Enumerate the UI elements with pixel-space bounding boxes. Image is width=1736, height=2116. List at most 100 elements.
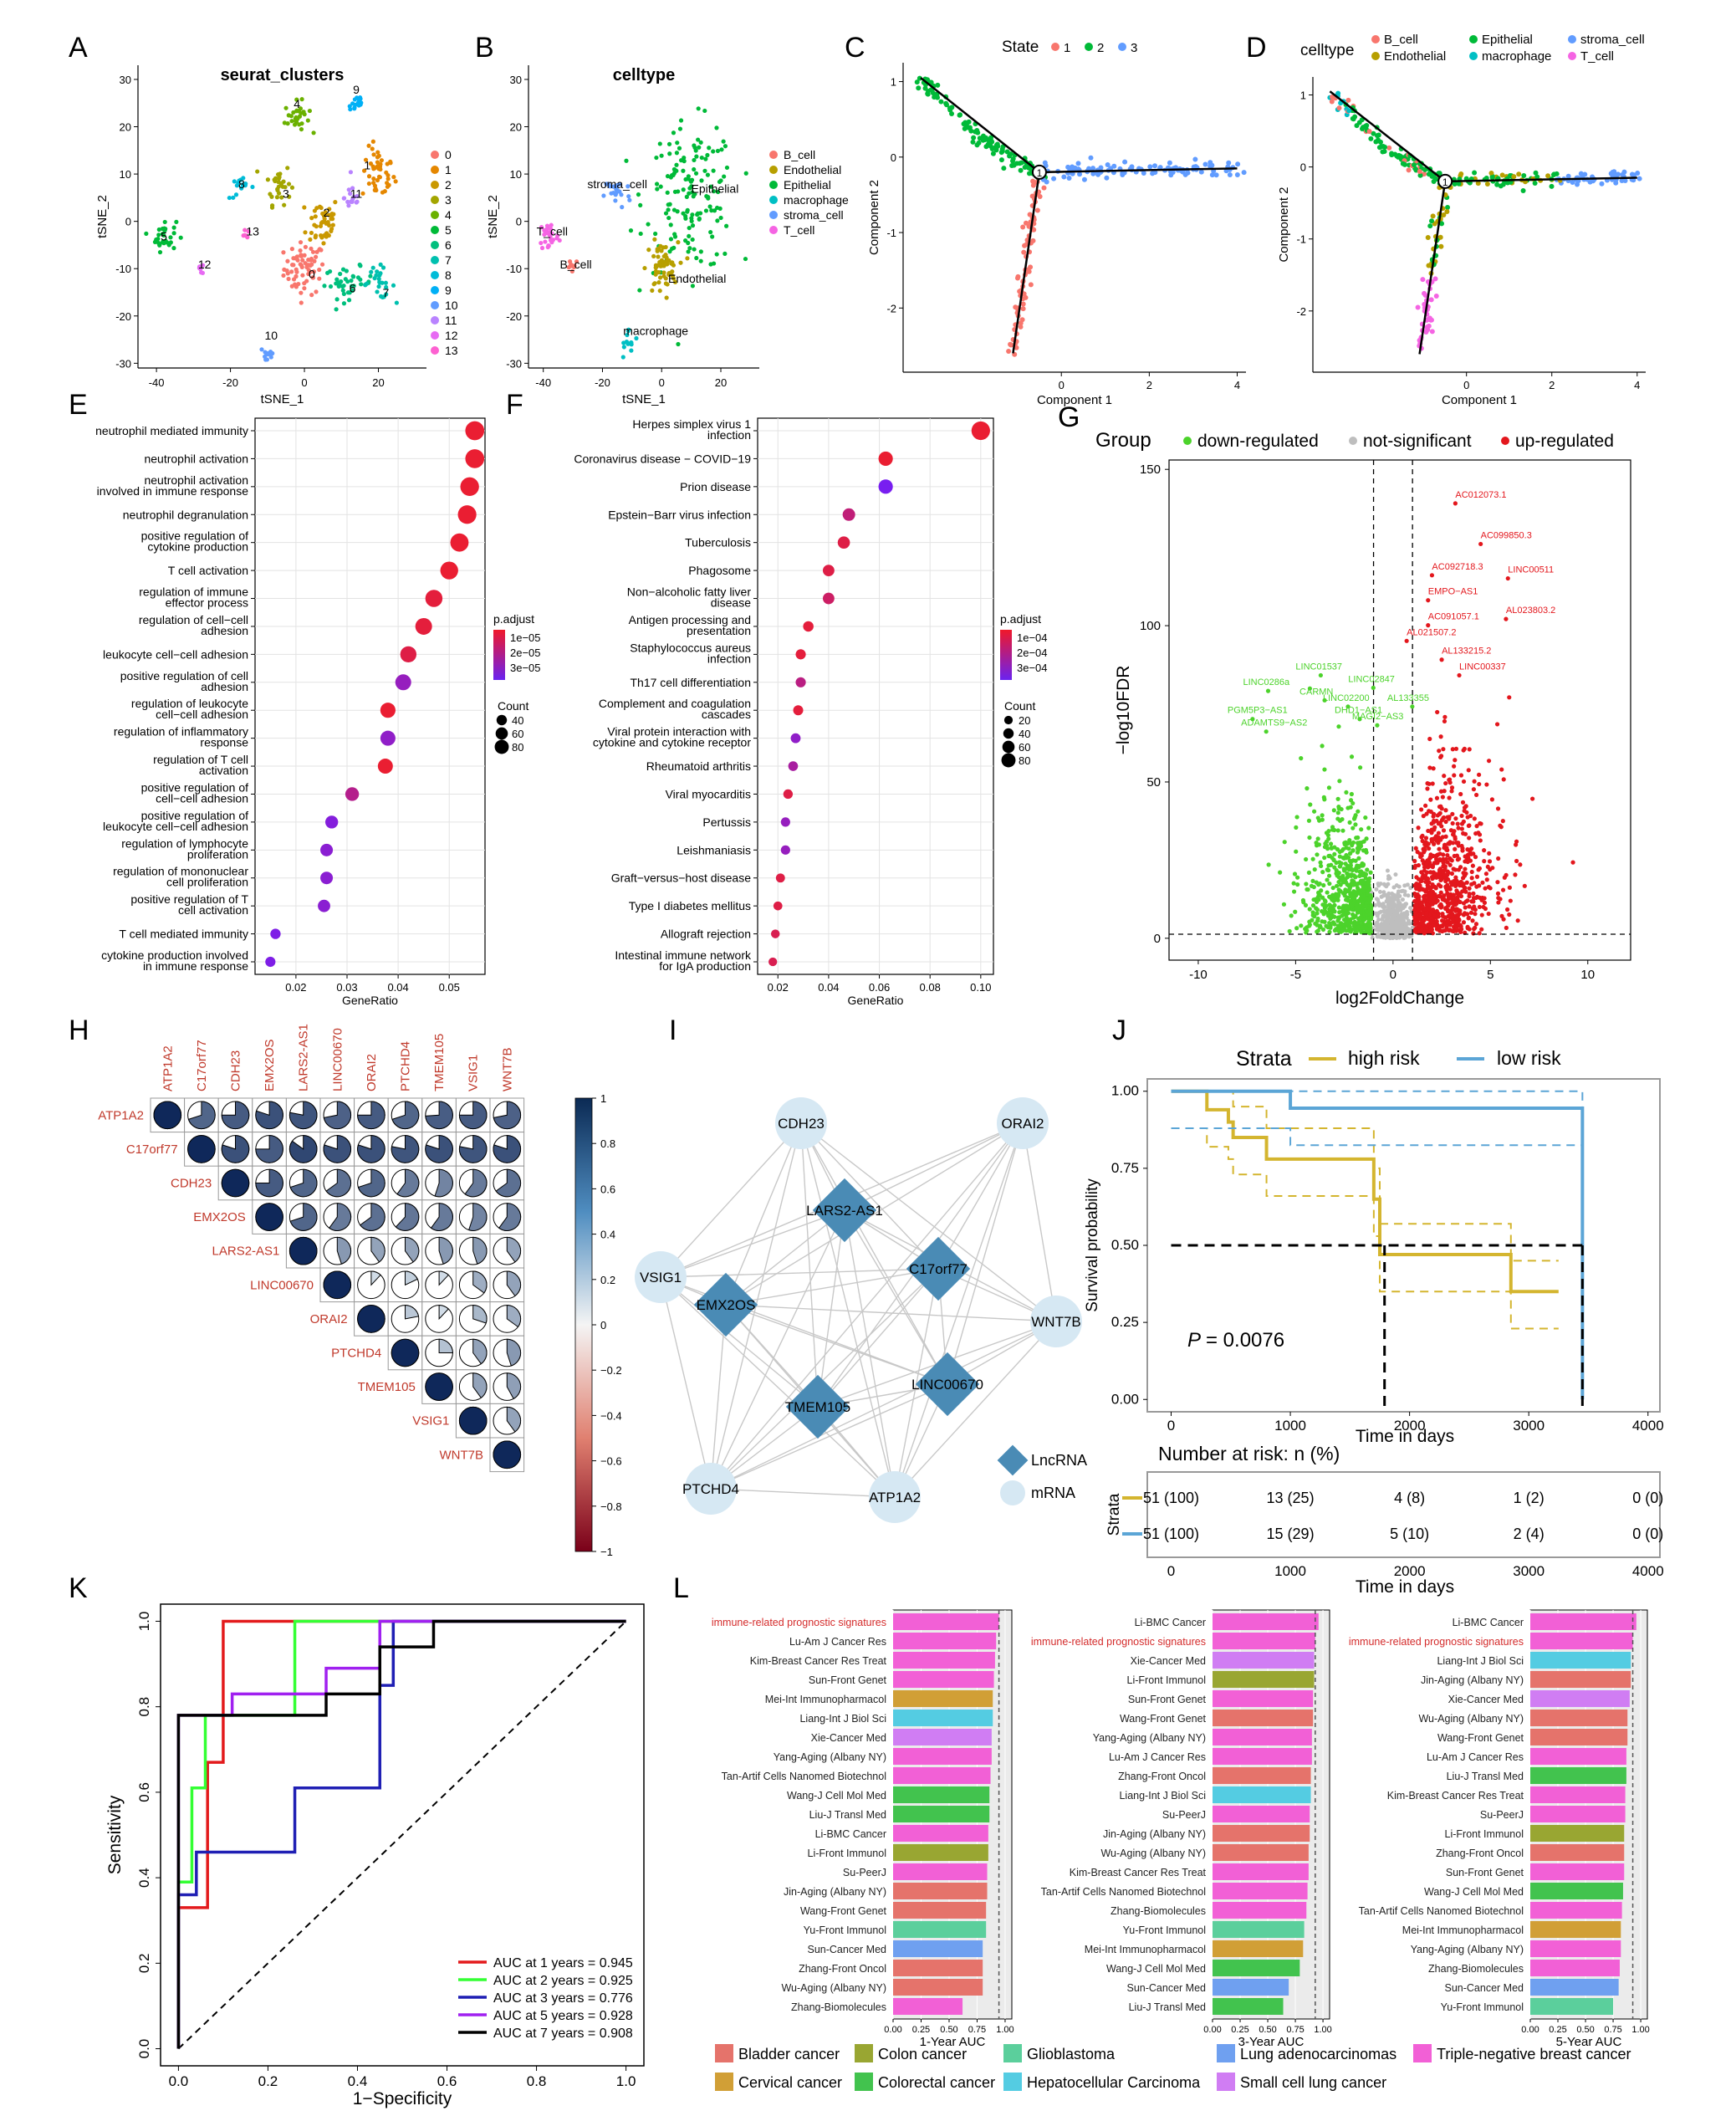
gene-point xyxy=(1434,919,1439,924)
dot xyxy=(425,590,443,607)
gene-point xyxy=(1478,838,1483,843)
x-axis-label: 1-Year AUC xyxy=(920,2035,986,2049)
node-label: LARS2-AS1 xyxy=(806,1203,883,1219)
cell-point xyxy=(348,191,353,197)
gene-point xyxy=(1423,840,1429,845)
y-tick-label: -2 xyxy=(1296,305,1306,318)
bar xyxy=(1213,1825,1310,1842)
gene-point xyxy=(1315,836,1320,841)
bar-label: Wang-J Cell Mol Med xyxy=(787,1790,886,1802)
cell-point xyxy=(571,264,577,270)
pie-slice xyxy=(329,1203,352,1231)
legend-label: macrophage xyxy=(784,193,849,207)
legend-label: 9 xyxy=(445,284,452,297)
bar-label: Zhang-Biomolecules xyxy=(1111,1905,1206,1917)
gene-column-label: EMX2OS xyxy=(263,1039,277,1091)
gene-point xyxy=(1347,820,1352,825)
legend-label: 3 xyxy=(445,193,452,207)
y-tick-label: 0.0 xyxy=(136,2039,152,2059)
cell-point xyxy=(1028,282,1034,288)
size-key xyxy=(1002,740,1015,754)
cell-point xyxy=(1020,224,1026,230)
gene-point xyxy=(1335,871,1340,876)
y-tick-label: 0 xyxy=(1154,932,1161,946)
gene-point xyxy=(1437,810,1442,815)
panel-I: CDH23 ORAI2LARS2-AS1C17orf77VSIG1EMX2OSWN… xyxy=(635,1097,1087,1523)
gene-point xyxy=(1490,866,1495,871)
network-edge xyxy=(710,1383,948,1490)
x-tick-label: 0.25 xyxy=(1549,2025,1566,2035)
cell-point xyxy=(682,155,687,161)
gene-point xyxy=(1332,865,1337,870)
gene-point xyxy=(1342,893,1347,898)
cell-point xyxy=(703,208,709,213)
cell-point xyxy=(916,85,922,91)
x-tick-label: 0.02 xyxy=(285,981,306,994)
risk-table-value: 0 (0) xyxy=(1632,1490,1663,1506)
cell-point xyxy=(319,221,324,226)
gene-point xyxy=(1412,911,1417,916)
size-key xyxy=(1001,753,1016,768)
gene-point xyxy=(1453,836,1458,841)
gene-point xyxy=(1437,846,1442,851)
cell-point xyxy=(642,265,647,271)
y-tick-label: 150 xyxy=(1140,463,1161,477)
cell-point xyxy=(667,202,672,207)
cell-point xyxy=(1424,325,1430,330)
gene-point xyxy=(1341,922,1346,927)
cell-point xyxy=(1483,175,1489,181)
legend-label: 10 xyxy=(445,299,458,312)
cell-point xyxy=(668,271,673,276)
gene-point xyxy=(1355,850,1361,855)
gene-point xyxy=(1453,897,1458,902)
cell-point xyxy=(1351,116,1356,122)
gene-point xyxy=(1322,911,1327,916)
legend-label: 13 xyxy=(445,344,458,357)
gene-point xyxy=(1374,887,1379,892)
cell-point xyxy=(988,143,993,149)
gene-point xyxy=(1487,859,1493,864)
cell-point xyxy=(716,189,721,195)
cell-point xyxy=(1575,181,1580,187)
cell-point xyxy=(1494,181,1500,187)
cell-point xyxy=(988,138,994,144)
cell-point xyxy=(539,245,545,251)
pie-slice xyxy=(493,1101,522,1130)
gene-point xyxy=(1473,895,1478,901)
gene-point xyxy=(1437,754,1443,760)
legend-label: Colorectal cancer xyxy=(878,2074,995,2091)
bar-label: Xie-Cancer Med xyxy=(1131,1655,1206,1667)
cell-point xyxy=(629,340,634,345)
cluster-label: 10 xyxy=(264,329,278,342)
bar-label: Zhang-Front Oncol xyxy=(799,1963,886,1975)
legend-label: 4 xyxy=(445,208,452,222)
cell-point xyxy=(687,233,692,239)
cell-point xyxy=(359,282,364,287)
gene-point xyxy=(1365,867,1370,872)
pie-slice xyxy=(360,1203,385,1231)
pie-slice xyxy=(395,1203,420,1231)
gene-point xyxy=(1469,882,1474,887)
cell-point xyxy=(1198,169,1204,175)
cell-point xyxy=(719,147,724,152)
network-edge xyxy=(844,1122,1024,1211)
bar-label: Su-PeerJ xyxy=(1162,1809,1206,1821)
gene-point xyxy=(1453,816,1458,821)
gene-point xyxy=(1303,927,1308,932)
legend-key xyxy=(769,181,778,189)
cell-point xyxy=(722,174,727,179)
gene-point xyxy=(1385,895,1390,900)
bar xyxy=(1213,1979,1289,1996)
gene-point xyxy=(1477,781,1482,787)
cell-point xyxy=(710,234,715,239)
gene-point xyxy=(1315,852,1320,857)
size-key xyxy=(494,739,509,754)
gene-point xyxy=(1449,858,1454,863)
y-axis-label: tSNE_2 xyxy=(486,195,500,238)
gene-point xyxy=(1434,898,1439,903)
cell-point xyxy=(1499,172,1505,178)
plot-frame xyxy=(1168,459,1631,961)
term-label: Intestinal immune network xyxy=(615,948,752,962)
legend-key xyxy=(1371,35,1380,43)
panel-letter-C: C xyxy=(845,32,865,64)
